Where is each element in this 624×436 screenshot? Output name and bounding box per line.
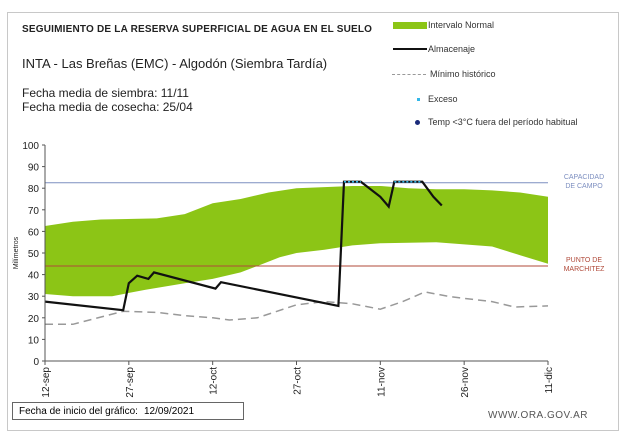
y-tick-label: 40: [28, 271, 40, 282]
legend-min-swatch: [392, 74, 426, 75]
legend-storage: Almacenaje: [428, 44, 476, 54]
chart-frame: [7, 12, 619, 431]
x-tick-label: 12-sep: [41, 367, 52, 398]
harvest-date: Fecha media de cosecha: 25/04: [22, 100, 193, 114]
chart-title: SEGUIMIENTO DE LA RESERVA SUPERFICIAL DE…: [22, 24, 373, 35]
y-axis-label: Milímetros: [13, 236, 20, 269]
legend-storage-swatch: [393, 48, 427, 50]
x-tick-label: 26-nov: [460, 367, 471, 398]
legend-band: Intervalo Normal: [428, 20, 495, 30]
x-tick-label: 27-sep: [125, 367, 136, 398]
legend-temp: Temp <3°C fuera del período habitual: [428, 117, 578, 127]
sowing-date: Fecha media de siembra: 11/11: [22, 86, 189, 100]
y-tick-label: 30: [28, 292, 40, 303]
legend-min: Mínimo histórico: [430, 69, 496, 79]
x-tick-label: 27-oct: [293, 367, 304, 395]
normal-interval-band: [45, 186, 548, 297]
y-tick-label: 90: [28, 163, 40, 174]
y-tick-label: 70: [28, 206, 40, 217]
legend-excess: Exceso: [428, 94, 458, 104]
legend-band-swatch: [393, 22, 427, 29]
reference-label: PUNTO DE: [566, 257, 602, 264]
y-tick-label: 80: [28, 184, 40, 195]
x-tick-label: 12-oct: [209, 367, 220, 395]
y-tick-label: 60: [28, 227, 40, 238]
start-date-value: 12/09/2021: [143, 406, 195, 417]
x-tick-label: 11-nov: [376, 367, 387, 397]
reference-label: MARCHITEZ: [564, 266, 606, 273]
start-date-box: Fecha de inicio del gráfico: 12/09/2021: [12, 402, 244, 420]
legend-temp-swatch: [415, 120, 420, 125]
y-tick-label: 50: [28, 249, 40, 260]
reference-label: CAPACIDAD: [564, 174, 604, 181]
start-date-label: Fecha de inicio del gráfico:: [19, 406, 138, 417]
reference-label: DE CAMPO: [565, 183, 603, 190]
station-subtitle: INTA - Las Breñas (EMC) - Algodón (Siemb…: [22, 56, 328, 71]
source-url: WWW.ORA.GOV.AR: [488, 410, 588, 421]
y-tick-label: 20: [28, 314, 40, 325]
y-tick-label: 10: [28, 335, 40, 346]
y-tick-label: 0: [33, 357, 39, 368]
y-tick-label: 100: [22, 141, 39, 152]
legend-excess-swatch: [417, 98, 420, 101]
x-tick-label: 11-dic: [544, 367, 555, 394]
